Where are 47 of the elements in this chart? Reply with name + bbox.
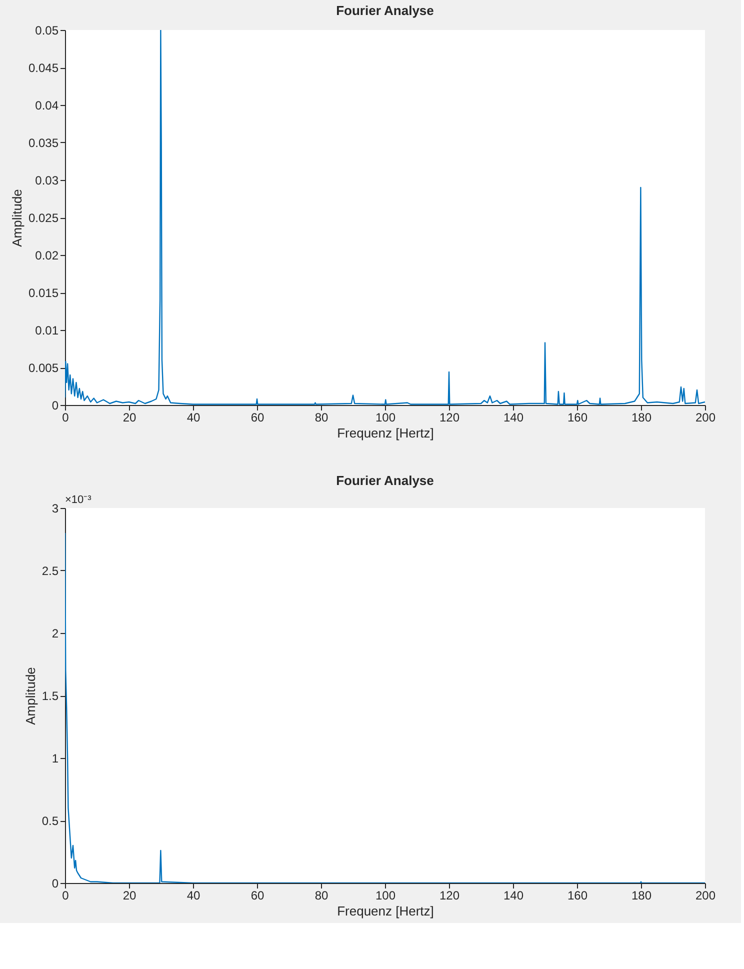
x-tick-label: 0 xyxy=(62,410,70,424)
y-tick-label: 0 xyxy=(52,398,59,412)
x-tick-label: 40 xyxy=(186,410,200,424)
x-tick-label: 40 xyxy=(186,888,200,902)
x-tick-label: 100 xyxy=(375,410,396,424)
y-axis-title: Amplitude xyxy=(9,189,24,247)
y-tick-label: 0.025 xyxy=(28,211,59,225)
x-axis-title: Frequenz [Hertz] xyxy=(337,904,434,918)
chart-title: Fourier Analyse xyxy=(336,3,434,18)
y-tick-label: 0.5 xyxy=(42,814,59,828)
y-tick-label: 0.02 xyxy=(35,248,59,262)
x-tick-label: 180 xyxy=(631,410,652,424)
x-tick-label: 160 xyxy=(567,410,588,424)
x-tick-label: 180 xyxy=(631,888,652,902)
x-tick-label: 60 xyxy=(250,410,264,424)
x-tick-label: 20 xyxy=(122,410,136,424)
x-tick-label: 160 xyxy=(567,888,588,902)
y-axis-title: Amplitude xyxy=(22,667,38,725)
y-tick-label: 1 xyxy=(52,752,59,766)
x-tick-label: 140 xyxy=(503,888,524,902)
y-tick-label: 1.5 xyxy=(42,689,59,703)
x-tick-label: 0 xyxy=(62,888,70,902)
y-tick-label: 0.015 xyxy=(28,286,59,300)
x-tick-label: 60 xyxy=(250,888,264,902)
y-tick-label: 0 xyxy=(52,876,59,890)
x-tick-label: 80 xyxy=(314,888,328,902)
y-tick-label: 0.035 xyxy=(28,136,59,150)
y-tick-label: 0.005 xyxy=(28,361,59,375)
text: ×10⁻³ xyxy=(65,494,92,506)
x-tick-label: 200 xyxy=(695,410,716,424)
y-tick-label: 2.5 xyxy=(42,564,59,578)
x-tick-label: 20 xyxy=(122,888,136,902)
y-tick-label: 3 xyxy=(52,502,59,516)
x-tick-label: 200 xyxy=(695,888,716,902)
x-axis-title: Frequenz [Hertz] xyxy=(337,426,434,440)
x-tick-label: 100 xyxy=(375,888,396,902)
x-tick-label: 80 xyxy=(314,410,328,424)
y-tick-label: 0.03 xyxy=(35,174,59,188)
chart-title: Fourier Analyse xyxy=(336,473,434,488)
y-tick-label: 0.04 xyxy=(35,98,59,112)
y-tick-label: 0.045 xyxy=(28,61,59,75)
x-tick-label: 120 xyxy=(439,888,460,902)
y-tick-label: 2 xyxy=(52,626,59,640)
x-tick-label: 140 xyxy=(503,410,524,424)
x-tick-label: 120 xyxy=(439,410,460,424)
y-tick-label: 0.05 xyxy=(35,24,59,38)
y-tick-label: 0.01 xyxy=(35,324,59,338)
